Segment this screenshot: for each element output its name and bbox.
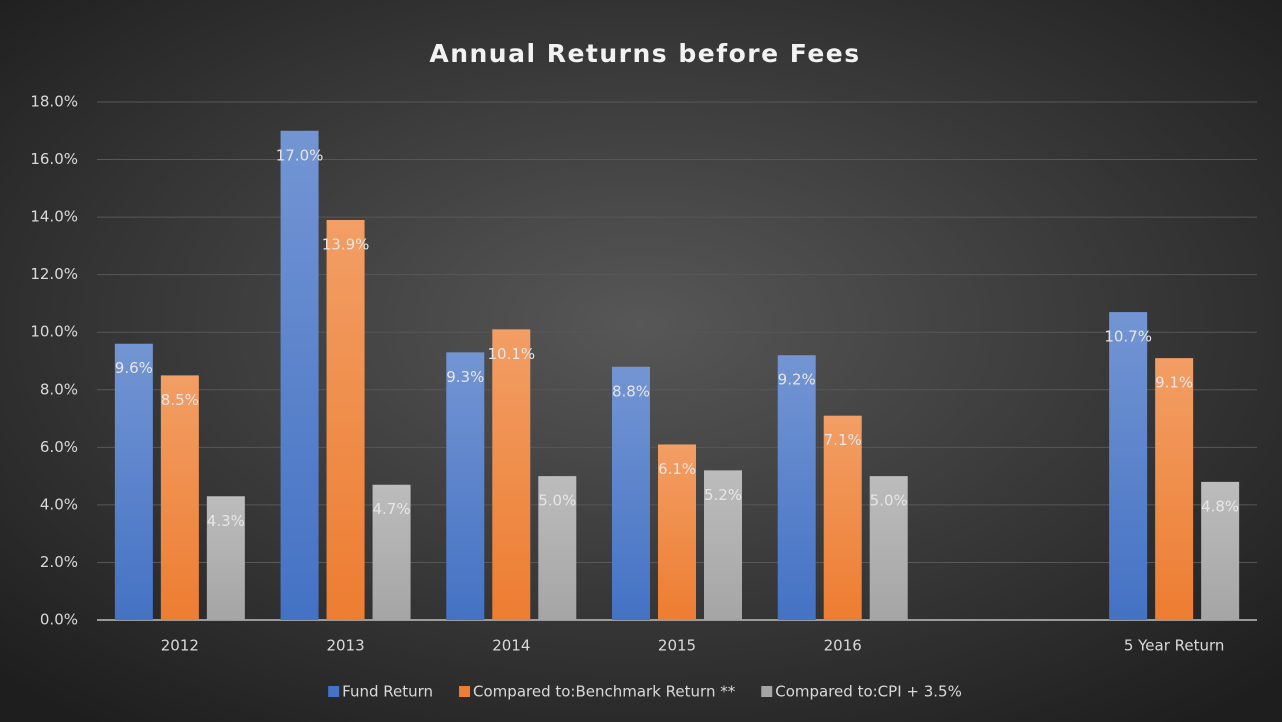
bar [492, 329, 531, 620]
bar [1201, 481, 1240, 620]
y-tick-label: 16.0% [30, 150, 78, 168]
y-tick-label: 2.0% [40, 553, 78, 571]
data-label: 5.2% [704, 486, 742, 504]
bar [612, 366, 650, 620]
data-label: 6.1% [658, 460, 696, 478]
y-tick-label: 4.0% [40, 495, 78, 513]
bar [372, 484, 411, 620]
data-label: 10.7% [1104, 328, 1152, 346]
data-label: 9.6% [115, 359, 153, 377]
data-label: 8.5% [161, 391, 199, 409]
bar [869, 476, 908, 620]
x-tick-label: 5 Year Return [1124, 637, 1225, 655]
bar [280, 130, 319, 620]
bar [538, 476, 577, 620]
bar [326, 219, 365, 620]
data-label: 9.3% [446, 368, 484, 386]
data-label: 8.8% [612, 382, 650, 400]
data-label: 5.0% [870, 492, 908, 510]
data-label: 10.1% [487, 345, 535, 363]
data-label: 17.0% [276, 146, 324, 164]
x-tick-label: 2015 [658, 637, 696, 655]
bar [704, 470, 742, 620]
y-tick-label: 18.0% [30, 93, 78, 111]
bar [1155, 358, 1194, 620]
bar [658, 444, 696, 620]
legend-swatch [761, 686, 773, 697]
legend-label: Compared to:CPI + 3.5% [775, 683, 962, 701]
y-tick-label: 14.0% [30, 208, 78, 226]
y-tick-label: 8.0% [40, 380, 78, 398]
data-label: 4.7% [373, 500, 411, 518]
y-tick-label: 0.0% [40, 611, 78, 629]
legend-label: Fund Return [342, 683, 433, 701]
data-label: 9.2% [778, 371, 816, 389]
bar [446, 352, 485, 620]
data-label: 7.1% [824, 431, 862, 449]
data-label: 13.9% [322, 235, 370, 253]
y-tick-label: 12.0% [30, 265, 78, 283]
bar [1109, 312, 1148, 620]
y-tick-label: 6.0% [40, 438, 78, 456]
x-tick-label: 2013 [326, 637, 364, 655]
y-tick-label: 10.0% [30, 323, 78, 341]
legend-label: Compared to:Benchmark Return ** [473, 683, 736, 701]
bar [206, 496, 245, 620]
data-label: 4.8% [1201, 497, 1239, 515]
chart-title: Annual Returns before Fees [429, 39, 860, 68]
data-label: 9.1% [1155, 374, 1193, 392]
x-tick-label: 2014 [492, 637, 530, 655]
x-tick-label: 2012 [161, 637, 199, 655]
data-label: 4.3% [207, 512, 245, 530]
data-label: 5.0% [538, 492, 576, 510]
bar [777, 355, 816, 620]
bar [160, 375, 199, 620]
legend-swatch [459, 686, 471, 697]
x-tick-label: 2016 [824, 637, 862, 655]
legend-swatch [328, 686, 340, 697]
bar [823, 415, 862, 620]
bar [114, 343, 153, 620]
